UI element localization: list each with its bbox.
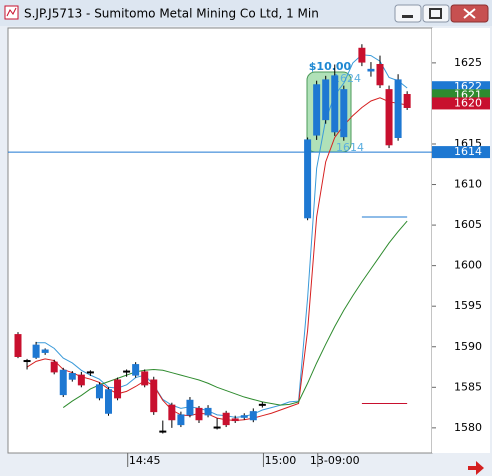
candle-body — [313, 84, 321, 136]
plot-area — [7, 27, 433, 454]
x-tick-label: 14:45 — [129, 454, 161, 467]
maximize-glyph — [429, 8, 442, 19]
candle-body — [195, 407, 203, 421]
price-tag-label: 1614 — [454, 145, 482, 158]
candle-body — [50, 361, 58, 373]
close-glyph — [463, 8, 476, 19]
x-tick-label: 15:00 — [265, 454, 297, 467]
x-tick-label: 13-09:00 — [310, 454, 360, 467]
y-tick-label: 1585 — [454, 380, 482, 393]
candle-body — [41, 349, 49, 353]
y-tick-label: 1590 — [454, 340, 482, 353]
app-icon-glyph — [6, 7, 17, 17]
y-tick-label: 1625 — [454, 56, 482, 69]
minimize-button[interactable] — [394, 4, 422, 23]
candle-body — [213, 426, 221, 429]
y-tick-label: 1605 — [454, 218, 482, 231]
candle-body — [322, 79, 330, 121]
candle-body — [123, 370, 131, 373]
candle-body — [68, 373, 76, 380]
candle-body — [59, 369, 67, 396]
candle-body — [358, 47, 366, 63]
candle-body — [240, 415, 248, 418]
annotation: $10.00 — [309, 60, 352, 73]
candle-body — [385, 89, 393, 146]
candle-body — [394, 79, 402, 138]
price-tag — [432, 146, 490, 159]
window-title: S.JP.J5713 - Sumitomo Metal Mining Co Lt… — [24, 7, 319, 21]
minimize-glyph — [402, 15, 413, 18]
candle-body — [141, 371, 149, 386]
y-tick-label: 1610 — [454, 178, 482, 191]
candle-body — [376, 63, 384, 86]
candle-body — [403, 94, 411, 108]
moving-average-line — [62, 220, 408, 408]
candle-body — [367, 68, 375, 72]
price-tag — [432, 97, 490, 110]
scroll-arrow[interactable] — [468, 461, 484, 475]
candle-body — [231, 418, 239, 422]
candle-body — [340, 89, 348, 138]
candle-body — [159, 430, 167, 433]
candle-body — [168, 404, 176, 421]
candle-body — [177, 414, 185, 426]
candle-body — [222, 412, 230, 426]
y-tick-label: 1600 — [454, 259, 482, 272]
candle-body — [14, 334, 22, 357]
price-tag-label: 1620 — [454, 96, 482, 109]
candle-body — [77, 374, 85, 386]
candle-body — [23, 360, 31, 363]
candle-body — [114, 379, 122, 399]
candle-body — [204, 407, 212, 416]
candle-body — [331, 75, 339, 133]
candle-body — [95, 384, 103, 399]
candle-body — [186, 399, 194, 416]
y-tick-label: 1580 — [454, 421, 482, 434]
candle-body — [258, 403, 266, 406]
y-tick-label: 1595 — [454, 299, 482, 312]
annotation: 1614 — [336, 141, 364, 154]
annotation: 1624 — [333, 72, 361, 85]
candle-body — [132, 364, 140, 376]
candle-body — [86, 371, 94, 374]
candle-body — [32, 344, 40, 358]
moving-average-line — [36, 54, 408, 418]
candle-body — [105, 389, 112, 414]
candle-body — [249, 411, 257, 421]
candle-body — [304, 139, 312, 219]
maximize-button[interactable] — [422, 4, 450, 23]
candle-body — [150, 379, 158, 413]
